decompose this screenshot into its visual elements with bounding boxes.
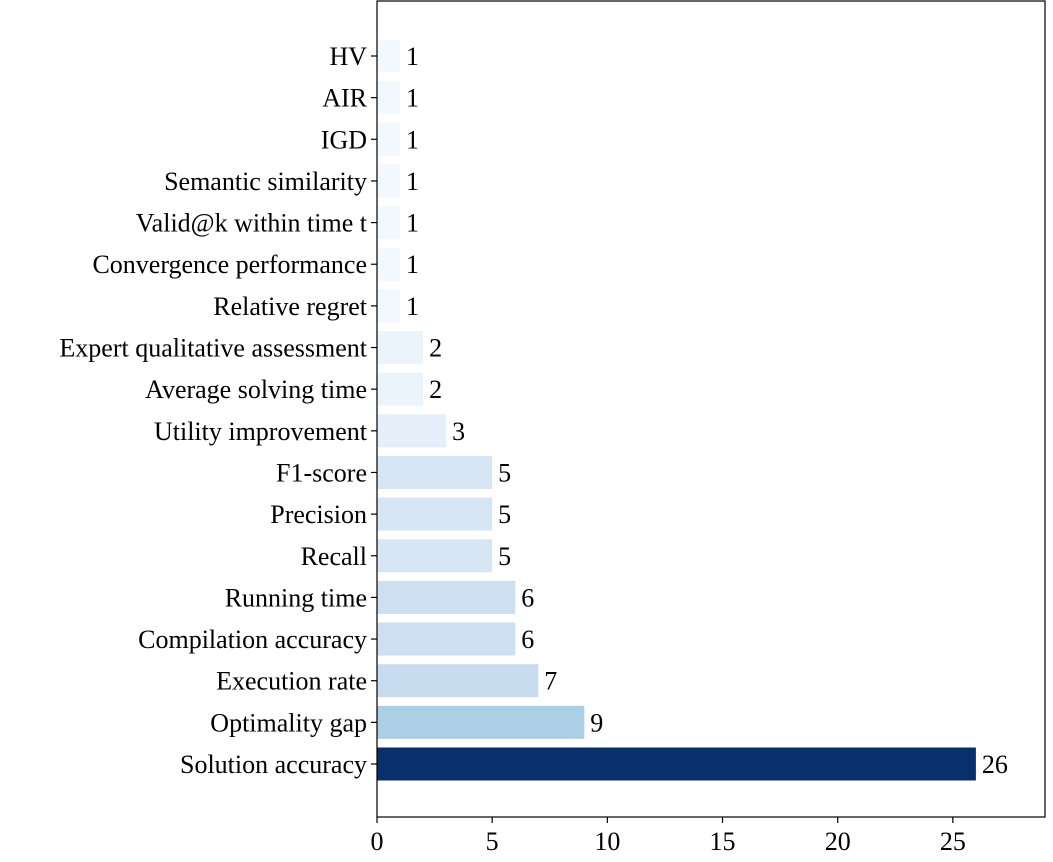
category-label-average-solving-time: Average solving time [145,375,367,404]
category-label-precision: Precision [270,500,367,529]
bar-expert-qualitative-assessment [377,331,424,365]
category-label-solution-accuracy: Solution accuracy [180,750,367,779]
value-label-solution-accuracy: 26 [982,750,1008,779]
bar-utility-improvement [377,414,447,448]
bar-recall [377,539,493,573]
value-label-running-time: 6 [521,583,534,612]
value-label-utility-improvement: 3 [452,417,465,446]
category-label-valid-k-within-time-t: Valid@k within time t [136,209,368,238]
bar-hv [377,39,401,73]
ticks-layer: Solution accuracy Optimality gap Execution… [59,42,965,856]
bar-running-time [377,580,516,614]
plot-frame [376,0,1046,818]
category-label-air: AIR [322,84,367,113]
value-label-execution-rate: 7 [544,667,557,696]
bar-f1-score [377,455,493,489]
value-label-compilation-accuracy: 6 [521,625,534,654]
category-label-running-time: Running time [225,583,367,612]
value-label-valid-k-within-time-t: 1 [406,209,419,238]
bar-valid-k-within-time-t [377,206,401,240]
bar-execution-rate [377,664,539,698]
value-label-precision: 5 [498,500,511,529]
category-label-optimality-gap: Optimality gap [210,708,367,737]
value-label-convergence-performance: 1 [406,250,419,279]
category-label-execution-rate: Execution rate [216,667,367,696]
value-label-optimality-gap: 9 [590,708,603,737]
value-label-expert-qualitative-assessment: 2 [429,334,442,363]
category-label-semantic-similarity: Semantic similarity [164,167,367,196]
x-tick-label-15: 15 [710,827,736,856]
category-label-f1-score: F1-score [276,458,367,487]
bar-relative-regret [377,289,401,323]
value-label-air: 1 [406,84,419,113]
category-label-expert-qualitative-assessment: Expert qualitative assessment [59,334,367,363]
bar-semantic-similarity [377,164,401,198]
bar-optimality-gap [377,705,585,739]
category-label-igd: IGD [321,125,367,154]
value-label-hv: 1 [406,42,419,71]
value-label-recall: 5 [498,542,511,571]
category-label-convergence-performance: Convergence performance [92,250,367,279]
bar-solution-accuracy [377,747,976,781]
value-label-f1-score: 5 [498,458,511,487]
value-label-igd: 1 [406,125,419,154]
bar-compilation-accuracy [377,622,516,656]
bar-convergence-performance [377,247,401,281]
category-label-hv: HV [329,42,367,71]
x-tick-label-5: 5 [486,827,499,856]
bar-igd [377,122,401,156]
x-tick-label-10: 10 [594,827,620,856]
bar-air [377,81,401,115]
value-label-relative-regret: 1 [406,292,419,321]
x-tick-label-20: 20 [825,827,851,856]
bar-precision [377,497,493,531]
category-label-relative-regret: Relative regret [213,292,368,321]
x-tick-label-0: 0 [371,827,384,856]
bar-average-solving-time [377,372,424,406]
value-label-semantic-similarity: 1 [406,167,419,196]
category-label-recall: Recall [301,542,367,571]
x-tick-label-25: 25 [940,827,966,856]
value-label-average-solving-time: 2 [429,375,442,404]
category-label-utility-improvement: Utility improvement [154,417,368,446]
category-label-compilation-accuracy: Compilation accuracy [138,625,367,654]
